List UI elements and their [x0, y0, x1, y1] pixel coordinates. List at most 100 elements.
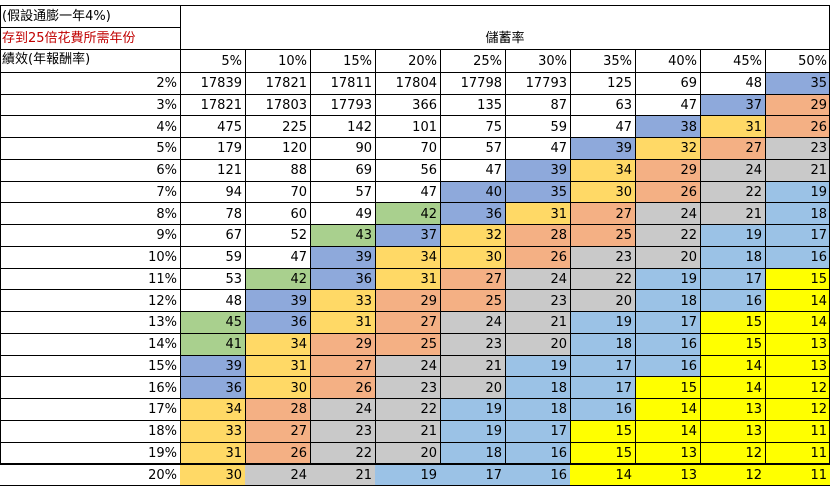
- years-cell[interactable]: 69: [355, 163, 372, 179]
- years-cell[interactable]: 19: [765, 181, 830, 204]
- years-cell[interactable]: 22: [310, 442, 375, 465]
- years-cell[interactable]: 17811: [330, 76, 372, 92]
- return-rate-18pct[interactable]: 18%: [148, 424, 177, 440]
- years-cell[interactable]: 17: [635, 312, 700, 334]
- return-rate-9pct[interactable]: 9%: [156, 228, 177, 244]
- return-rate-20pct[interactable]: 20%: [148, 467, 177, 483]
- years-cell[interactable]: 29: [310, 333, 375, 356]
- years-cell[interactable]: 39: [180, 355, 245, 378]
- years-cell[interactable]: 40: [440, 181, 505, 204]
- return-rate-12pct[interactable]: 12%: [148, 293, 177, 309]
- years-cell[interactable]: 17793: [525, 76, 567, 92]
- years-cell[interactable]: 36: [310, 268, 375, 291]
- years-cell[interactable]: 121: [217, 163, 242, 179]
- years-cell[interactable]: 20: [635, 246, 700, 269]
- years-cell[interactable]: 13: [700, 420, 765, 443]
- years-cell[interactable]: 13: [765, 333, 830, 356]
- years-cell[interactable]: 26: [635, 181, 700, 204]
- years-cell[interactable]: 26: [505, 246, 570, 269]
- years-cell[interactable]: 59: [550, 119, 567, 135]
- years-cell[interactable]: 32: [635, 138, 700, 160]
- years-cell[interactable]: 24: [440, 312, 505, 334]
- years-cell[interactable]: 49: [355, 206, 372, 222]
- years-cell[interactable]: 32: [440, 225, 505, 247]
- years-cell[interactable]: 21: [765, 159, 830, 182]
- years-cell[interactable]: 57: [485, 141, 502, 157]
- years-cell[interactable]: 35: [505, 181, 570, 204]
- years-cell[interactable]: 90: [355, 141, 372, 157]
- years-cell[interactable]: 39: [245, 290, 310, 312]
- return-rate-header[interactable]: 績效(年報酬率): [2, 52, 91, 67]
- years-cell[interactable]: 21: [310, 464, 375, 486]
- years-cell[interactable]: 31: [700, 116, 765, 138]
- years-cell[interactable]: 17803: [265, 97, 307, 113]
- years-cell[interactable]: 39: [505, 159, 570, 182]
- savings-rate-30pct[interactable]: 30%: [538, 53, 567, 69]
- years-cell[interactable]: 17: [570, 355, 635, 378]
- years-cell[interactable]: 47: [680, 97, 697, 113]
- years-cell[interactable]: 42: [375, 203, 440, 225]
- savings-rate-20pct[interactable]: 20%: [408, 53, 437, 69]
- years-cell[interactable]: 47: [290, 250, 307, 266]
- years-cell[interactable]: 19: [635, 268, 700, 291]
- years-cell[interactable]: 15: [570, 420, 635, 443]
- years-cell[interactable]: 20: [375, 442, 440, 465]
- years-cell[interactable]: 34: [570, 159, 635, 182]
- years-cell[interactable]: 14: [765, 312, 830, 334]
- savings-rate-25pct[interactable]: 25%: [473, 53, 502, 69]
- years-cell[interactable]: 25: [375, 333, 440, 356]
- years-cell[interactable]: 14: [635, 420, 700, 443]
- years-cell[interactable]: 36: [245, 312, 310, 334]
- years-cell[interactable]: 16: [635, 355, 700, 378]
- years-cell[interactable]: 34: [245, 333, 310, 356]
- years-cell[interactable]: 13: [635, 442, 700, 465]
- years-cell[interactable]: 31: [310, 312, 375, 334]
- years-cell[interactable]: 135: [477, 97, 502, 113]
- return-rate-8pct[interactable]: 8%: [156, 206, 177, 222]
- return-rate-5pct[interactable]: 5%: [156, 141, 177, 157]
- years-cell[interactable]: 78: [225, 206, 242, 222]
- years-cell[interactable]: 24: [700, 159, 765, 182]
- years-cell[interactable]: 34: [180, 399, 245, 421]
- return-rate-3pct[interactable]: 3%: [156, 97, 177, 113]
- years-cell[interactable]: 12: [700, 464, 765, 486]
- years-cell[interactable]: 21: [375, 420, 440, 443]
- return-rate-6pct[interactable]: 6%: [156, 163, 177, 179]
- years-cell[interactable]: 41: [180, 333, 245, 356]
- years-cell[interactable]: 21: [505, 312, 570, 334]
- years-cell[interactable]: 26: [245, 442, 310, 465]
- years-cell[interactable]: 13: [765, 355, 830, 378]
- years-cell[interactable]: 16: [505, 442, 570, 465]
- years-cell[interactable]: 19: [570, 312, 635, 334]
- years-cell[interactable]: 70: [290, 184, 307, 200]
- return-rate-16pct[interactable]: 16%: [148, 380, 177, 396]
- years-cell[interactable]: 36: [440, 203, 505, 225]
- years-cell[interactable]: 30: [440, 246, 505, 269]
- years-cell[interactable]: 47: [550, 141, 567, 157]
- years-cell[interactable]: 23: [375, 377, 440, 399]
- years-cell[interactable]: 13: [700, 399, 765, 421]
- savings-rate-header[interactable]: 儲蓄率: [485, 31, 525, 46]
- years-cell[interactable]: 37: [375, 225, 440, 247]
- years-cell[interactable]: 22: [700, 181, 765, 204]
- years-cell[interactable]: 42: [245, 268, 310, 291]
- years-cell[interactable]: 31: [505, 203, 570, 225]
- years-cell[interactable]: 24: [245, 464, 310, 486]
- savings-rate-10pct[interactable]: 10%: [278, 53, 307, 69]
- years-cell[interactable]: 59: [225, 250, 242, 266]
- years-cell[interactable]: 24: [310, 399, 375, 421]
- years-cell[interactable]: 29: [765, 94, 830, 117]
- years-cell[interactable]: 45: [180, 312, 245, 334]
- years-cell[interactable]: 53: [225, 271, 242, 287]
- years-cell[interactable]: 17839: [200, 76, 242, 92]
- years-cell[interactable]: 31: [375, 268, 440, 291]
- years-cell[interactable]: 39: [570, 138, 635, 160]
- years-cell[interactable]: 75: [485, 119, 502, 135]
- years-cell[interactable]: 63: [615, 97, 632, 113]
- years-cell[interactable]: 27: [375, 312, 440, 334]
- years-cell[interactable]: 26: [765, 116, 830, 138]
- years-cell[interactable]: 22: [375, 399, 440, 421]
- years-cell[interactable]: 34: [375, 246, 440, 269]
- years-cell[interactable]: 28: [245, 399, 310, 421]
- years-cell[interactable]: 22: [570, 268, 635, 291]
